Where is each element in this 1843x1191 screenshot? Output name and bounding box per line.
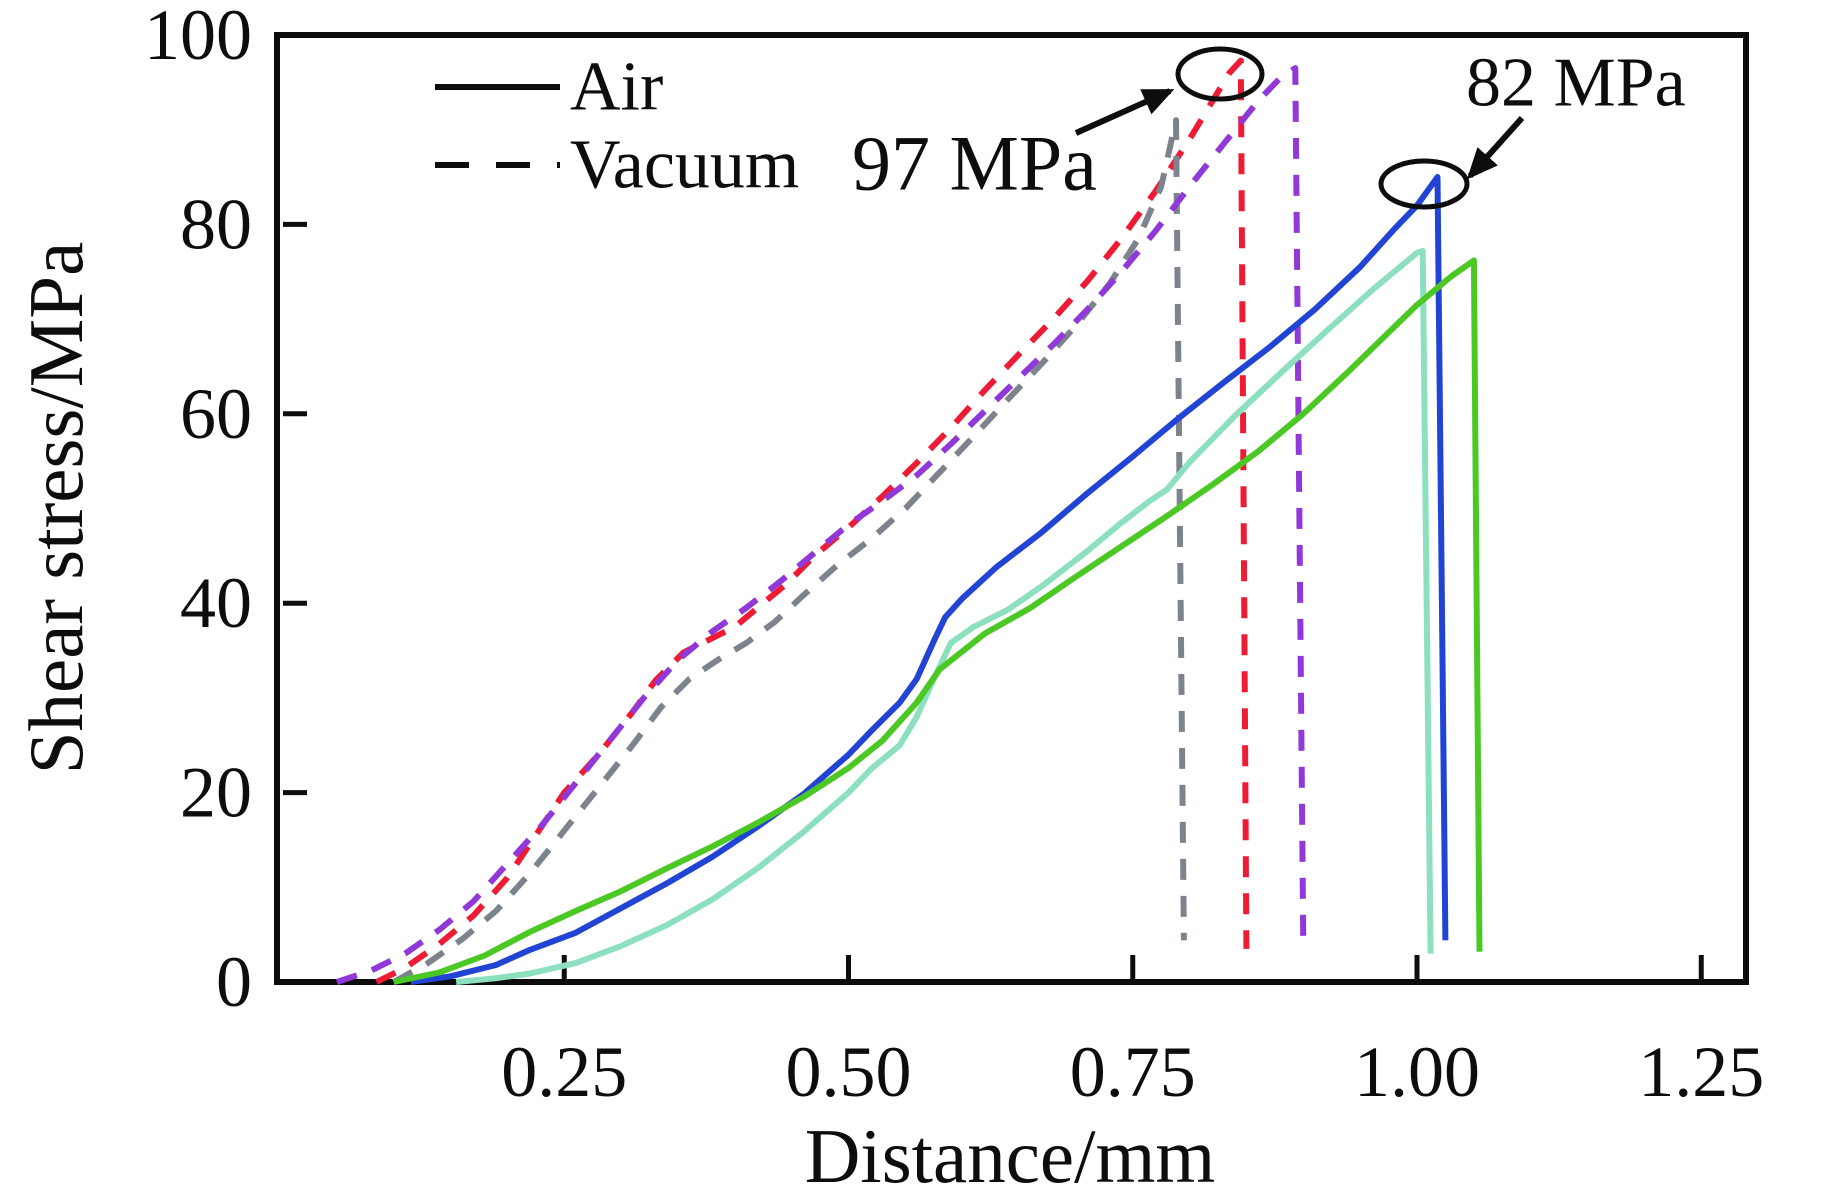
peak-ellipse-0 [1175,46,1265,102]
y-axis-title: Shear stress/MPa [13,242,99,775]
series-air-green-line [393,257,1483,985]
plot-frame [274,32,1749,985]
annotation-97mpa-label: 97 MPa [852,120,1097,207]
x-tick-label-1.00: 1.00 [1354,1032,1480,1112]
legend: Air Vacuum [435,49,799,204]
peak-arrow-1 [1466,115,1525,180]
x-tick-label-0.50: 0.50 [786,1032,912,1112]
legend-label-vacuum: Vacuum [570,127,799,204]
series-air-aquamarine-line [455,247,1434,985]
x-tick-label-0.75: 0.75 [1070,1032,1196,1112]
series-vacuum-gray-line [392,117,1187,985]
y-tick-label-60: 60 [180,374,252,454]
data-curves [335,57,1483,985]
annotation-marks [1074,46,1525,210]
x-tick-label-0.25: 0.25 [501,1032,627,1112]
legend-label-air: Air [570,49,663,126]
y-tick-label-20: 20 [180,753,252,833]
axis-ticks: 0.25 0.50 0.75 1.00 1.25 0 20 40 60 80 100 [144,0,1764,1112]
peak-ellipse-1 [1378,158,1470,210]
annotation-82mpa-label: 82 MPa [1466,45,1686,122]
series-air-blue-line [410,174,1449,985]
y-tick-label-0: 0 [216,942,252,1022]
y-tick-label-100: 100 [144,0,252,75]
x-axis-title: Distance/mm [805,1113,1216,1191]
y-tick-label-80: 80 [180,184,252,264]
series-vacuum-red-line [375,57,1250,985]
peak-arrow-0 [1074,88,1175,136]
x-tick-label-1.25: 1.25 [1638,1032,1764,1112]
y-tick-label-40: 40 [180,563,252,643]
